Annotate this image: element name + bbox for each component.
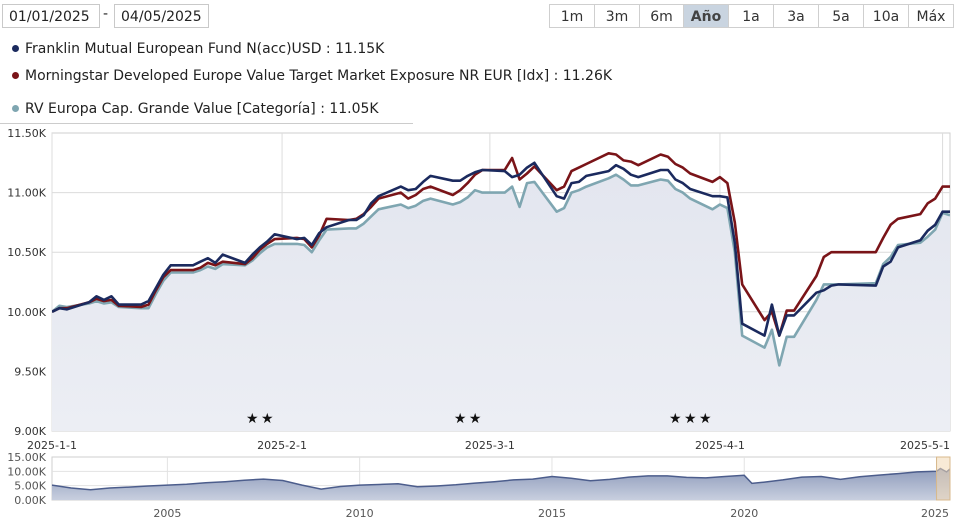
date-from-input[interactable]: 01/01/2025 xyxy=(2,4,100,28)
x-tick-label: 2025-1-1 xyxy=(27,439,77,452)
range-button-ytd[interactable]: Año xyxy=(683,4,729,28)
x-tick-label: 2025-5-1 xyxy=(900,439,950,452)
star-icon: ★ xyxy=(699,411,712,427)
navigator-x-tick-label: 2020 xyxy=(730,507,758,520)
navigator-y-tick-label: 5.00K xyxy=(14,480,46,493)
legend-label: RV Europa Cap. Grande Value [Categoría] … xyxy=(25,101,379,117)
legend-dot-icon xyxy=(12,104,19,112)
legend-item-fund[interactable]: Franklin Mutual European Fund N(acc)USD … xyxy=(12,41,384,57)
legend-label: Franklin Mutual European Fund N(acc)USD … xyxy=(25,41,385,57)
star-icon: ★ xyxy=(261,411,274,427)
navigator-x-tick-label: 2025 xyxy=(921,507,949,520)
category-area-fill xyxy=(52,174,950,431)
navigator-y-tick-label: 0.00K xyxy=(14,494,46,507)
star-icon: ★ xyxy=(684,411,697,427)
navigator-x-tick-label: 2010 xyxy=(346,507,374,520)
range-button-6m[interactable]: 6m xyxy=(639,4,684,28)
navigator-y-tick-label: 10.00K xyxy=(7,465,46,478)
y-tick-label: 11.50K xyxy=(7,127,46,140)
y-axis: 9.00K 9.50K 10.00K 10.50K 11.00K 11.50K xyxy=(7,127,46,438)
legend-item-category[interactable]: RV Europa Cap. Grande Value [Categoría] … xyxy=(12,101,379,117)
navigator-area-fill xyxy=(52,468,950,500)
legend-divider xyxy=(0,123,413,124)
x-tick-label: 2025-3-1 xyxy=(465,439,515,452)
legend-label: Morningstar Developed Europe Value Targe… xyxy=(25,68,613,84)
y-tick-label: 9.50K xyxy=(14,365,46,378)
y-tick-label: 11.00K xyxy=(7,187,46,200)
navigator-x-tick-label: 2015 xyxy=(538,507,566,520)
x-tick-label: 2025-2-1 xyxy=(257,439,307,452)
series-lines xyxy=(52,152,950,367)
navigator-line xyxy=(51,467,951,491)
star-icon: ★ xyxy=(454,411,467,427)
range-button-5a[interactable]: 5a xyxy=(818,4,864,28)
range-button-10a[interactable]: 10a xyxy=(863,4,909,28)
range-button-1m[interactable]: 1m xyxy=(549,4,595,28)
star-icon: ★ xyxy=(469,411,482,427)
star-icon: ★ xyxy=(669,411,682,427)
range-button-max[interactable]: Máx xyxy=(908,4,954,28)
legend-item-index[interactable]: Morningstar Developed Europe Value Targe… xyxy=(12,68,612,84)
category-area xyxy=(52,174,950,431)
x-tick-label: 2025-4-1 xyxy=(695,439,745,452)
legend-dot-icon xyxy=(12,44,19,52)
x-axis: 2025-1-1 2025-2-1 2025-3-1 2025-4-1 2025-5-1 xyxy=(27,439,950,452)
range-button-3a[interactable]: 3a xyxy=(773,4,819,28)
navigator-y-tick-label: 15.00K xyxy=(7,451,46,464)
range-selector: 1m 3m 6m Año 1a 3a 5a 10a Máx xyxy=(549,4,954,28)
range-button-1a[interactable]: 1a xyxy=(728,4,774,28)
rating-markers: ★ ★ ★ ★ ★ ★ ★ xyxy=(246,411,712,427)
legend-dot-icon xyxy=(12,71,19,79)
date-separator: - xyxy=(103,6,109,22)
y-tick-label: 10.50K xyxy=(7,246,46,259)
series-line-fund xyxy=(52,161,950,337)
date-to-input[interactable]: 04/05/2025 xyxy=(114,4,209,28)
y-tick-label: 9.00K xyxy=(14,425,46,438)
star-icon: ★ xyxy=(246,411,259,427)
navigator-selection-handle[interactable] xyxy=(936,456,951,501)
series-line-category xyxy=(52,173,950,367)
navigator-x-tick-label: 2005 xyxy=(153,507,181,520)
y-tick-label: 10.00K xyxy=(7,306,46,319)
